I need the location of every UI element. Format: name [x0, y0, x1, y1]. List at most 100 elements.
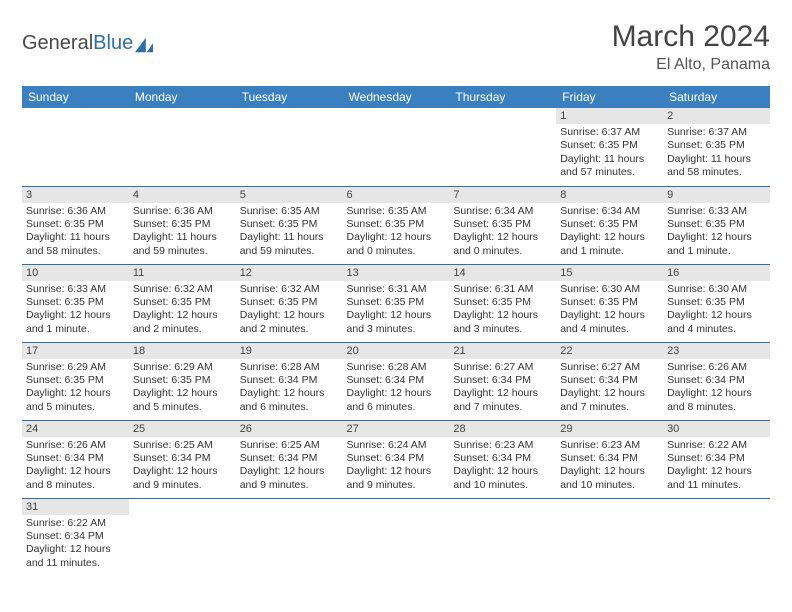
daylight-text: Daylight: 12 hours and 1 minute. — [26, 309, 125, 336]
day-number: 25 — [129, 421, 236, 437]
sunrise-text: Sunrise: 6:25 AM — [133, 439, 232, 452]
day-details: Sunrise: 6:37 AMSunset: 6:35 PMDaylight:… — [663, 124, 770, 184]
logo: GeneralBlue — [22, 20, 155, 55]
sunset-text: Sunset: 6:34 PM — [26, 452, 125, 465]
calendar-cell: 6Sunrise: 6:35 AMSunset: 6:35 PMDaylight… — [343, 186, 450, 264]
day-number: 3 — [22, 187, 129, 203]
daylight-text: Daylight: 11 hours and 58 minutes. — [26, 231, 125, 258]
daylight-text: Daylight: 12 hours and 8 minutes. — [26, 465, 125, 492]
calendar-cell: 3Sunrise: 6:36 AMSunset: 6:35 PMDaylight… — [22, 186, 129, 264]
sunset-text: Sunset: 6:34 PM — [133, 452, 232, 465]
daylight-text: Daylight: 12 hours and 3 minutes. — [347, 309, 446, 336]
daylight-text: Daylight: 11 hours and 57 minutes. — [560, 153, 659, 180]
calendar-cell: 20Sunrise: 6:28 AMSunset: 6:34 PMDayligh… — [343, 342, 450, 420]
sunset-text: Sunset: 6:35 PM — [240, 296, 339, 309]
day-header: Sunday — [22, 86, 129, 108]
day-number: 10 — [22, 265, 129, 281]
day-number: 28 — [449, 421, 556, 437]
sunset-text: Sunset: 6:34 PM — [26, 530, 125, 543]
day-number: 22 — [556, 343, 663, 359]
calendar-cell: 26Sunrise: 6:25 AMSunset: 6:34 PMDayligh… — [236, 420, 343, 498]
day-details: Sunrise: 6:29 AMSunset: 6:35 PMDaylight:… — [129, 359, 236, 419]
day-details: Sunrise: 6:26 AMSunset: 6:34 PMDaylight:… — [663, 359, 770, 419]
day-number: 27 — [343, 421, 450, 437]
day-number: 12 — [236, 265, 343, 281]
day-details: Sunrise: 6:24 AMSunset: 6:34 PMDaylight:… — [343, 437, 450, 497]
calendar-cell — [343, 108, 450, 186]
calendar-cell: 24Sunrise: 6:26 AMSunset: 6:34 PMDayligh… — [22, 420, 129, 498]
day-number: 5 — [236, 187, 343, 203]
calendar-cell: 5Sunrise: 6:35 AMSunset: 6:35 PMDaylight… — [236, 186, 343, 264]
day-number: 23 — [663, 343, 770, 359]
sunset-text: Sunset: 6:35 PM — [26, 296, 125, 309]
day-details: Sunrise: 6:33 AMSunset: 6:35 PMDaylight:… — [22, 281, 129, 341]
daylight-text: Daylight: 12 hours and 10 minutes. — [453, 465, 552, 492]
sunrise-text: Sunrise: 6:31 AM — [347, 283, 446, 296]
calendar-row: 3Sunrise: 6:36 AMSunset: 6:35 PMDaylight… — [22, 186, 770, 264]
calendar-cell — [449, 498, 556, 576]
daylight-text: Daylight: 12 hours and 11 minutes. — [667, 465, 766, 492]
day-details: Sunrise: 6:22 AMSunset: 6:34 PMDaylight:… — [663, 437, 770, 497]
calendar-cell: 28Sunrise: 6:23 AMSunset: 6:34 PMDayligh… — [449, 420, 556, 498]
day-header: Friday — [556, 86, 663, 108]
sunrise-text: Sunrise: 6:27 AM — [560, 361, 659, 374]
sunrise-text: Sunrise: 6:35 AM — [240, 205, 339, 218]
sunrise-text: Sunrise: 6:34 AM — [453, 205, 552, 218]
calendar-cell — [449, 108, 556, 186]
sunrise-text: Sunrise: 6:32 AM — [240, 283, 339, 296]
sunrise-text: Sunrise: 6:30 AM — [667, 283, 766, 296]
calendar-cell: 22Sunrise: 6:27 AMSunset: 6:34 PMDayligh… — [556, 342, 663, 420]
daylight-text: Daylight: 12 hours and 4 minutes. — [560, 309, 659, 336]
day-number: 9 — [663, 187, 770, 203]
day-details: Sunrise: 6:26 AMSunset: 6:34 PMDaylight:… — [22, 437, 129, 497]
logo-blue: Blue — [93, 32, 133, 54]
daylight-text: Daylight: 12 hours and 1 minute. — [667, 231, 766, 258]
sunset-text: Sunset: 6:35 PM — [26, 374, 125, 387]
sunrise-text: Sunrise: 6:37 AM — [667, 126, 766, 139]
calendar-cell: 21Sunrise: 6:27 AMSunset: 6:34 PMDayligh… — [449, 342, 556, 420]
day-details: Sunrise: 6:25 AMSunset: 6:34 PMDaylight:… — [236, 437, 343, 497]
sunrise-text: Sunrise: 6:29 AM — [133, 361, 232, 374]
sunrise-text: Sunrise: 6:36 AM — [133, 205, 232, 218]
sunrise-text: Sunrise: 6:26 AM — [667, 361, 766, 374]
calendar-cell: 8Sunrise: 6:34 AMSunset: 6:35 PMDaylight… — [556, 186, 663, 264]
calendar-cell: 23Sunrise: 6:26 AMSunset: 6:34 PMDayligh… — [663, 342, 770, 420]
day-details: Sunrise: 6:27 AMSunset: 6:34 PMDaylight:… — [556, 359, 663, 419]
day-details: Sunrise: 6:36 AMSunset: 6:35 PMDaylight:… — [22, 203, 129, 263]
daylight-text: Daylight: 12 hours and 0 minutes. — [347, 231, 446, 258]
sunrise-text: Sunrise: 6:33 AM — [26, 283, 125, 296]
day-details: Sunrise: 6:33 AMSunset: 6:35 PMDaylight:… — [663, 203, 770, 263]
day-details: Sunrise: 6:34 AMSunset: 6:35 PMDaylight:… — [449, 203, 556, 263]
day-details: Sunrise: 6:22 AMSunset: 6:34 PMDaylight:… — [22, 515, 129, 575]
day-header-row: SundayMondayTuesdayWednesdayThursdayFrid… — [22, 86, 770, 108]
calendar-cell: 17Sunrise: 6:29 AMSunset: 6:35 PMDayligh… — [22, 342, 129, 420]
daylight-text: Daylight: 12 hours and 0 minutes. — [453, 231, 552, 258]
daylight-text: Daylight: 11 hours and 58 minutes. — [667, 153, 766, 180]
calendar-row: 31Sunrise: 6:22 AMSunset: 6:34 PMDayligh… — [22, 498, 770, 576]
day-number: 24 — [22, 421, 129, 437]
sunset-text: Sunset: 6:35 PM — [133, 296, 232, 309]
calendar-cell — [556, 498, 663, 576]
day-details: Sunrise: 6:27 AMSunset: 6:34 PMDaylight:… — [449, 359, 556, 419]
sunrise-text: Sunrise: 6:36 AM — [26, 205, 125, 218]
day-number: 13 — [343, 265, 450, 281]
day-number: 17 — [22, 343, 129, 359]
sunset-text: Sunset: 6:35 PM — [560, 218, 659, 231]
day-details: Sunrise: 6:25 AMSunset: 6:34 PMDaylight:… — [129, 437, 236, 497]
calendar-cell — [236, 498, 343, 576]
day-details: Sunrise: 6:30 AMSunset: 6:35 PMDaylight:… — [556, 281, 663, 341]
calendar-cell: 27Sunrise: 6:24 AMSunset: 6:34 PMDayligh… — [343, 420, 450, 498]
daylight-text: Daylight: 12 hours and 3 minutes. — [453, 309, 552, 336]
calendar-cell: 29Sunrise: 6:23 AMSunset: 6:34 PMDayligh… — [556, 420, 663, 498]
day-details: Sunrise: 6:32 AMSunset: 6:35 PMDaylight:… — [129, 281, 236, 341]
sunrise-text: Sunrise: 6:27 AM — [453, 361, 552, 374]
sunset-text: Sunset: 6:35 PM — [560, 296, 659, 309]
day-number: 30 — [663, 421, 770, 437]
daylight-text: Daylight: 12 hours and 7 minutes. — [560, 387, 659, 414]
calendar-cell — [129, 108, 236, 186]
day-header: Monday — [129, 86, 236, 108]
day-number: 11 — [129, 265, 236, 281]
day-details: Sunrise: 6:35 AMSunset: 6:35 PMDaylight:… — [236, 203, 343, 263]
sunset-text: Sunset: 6:34 PM — [667, 374, 766, 387]
day-details: Sunrise: 6:31 AMSunset: 6:35 PMDaylight:… — [343, 281, 450, 341]
